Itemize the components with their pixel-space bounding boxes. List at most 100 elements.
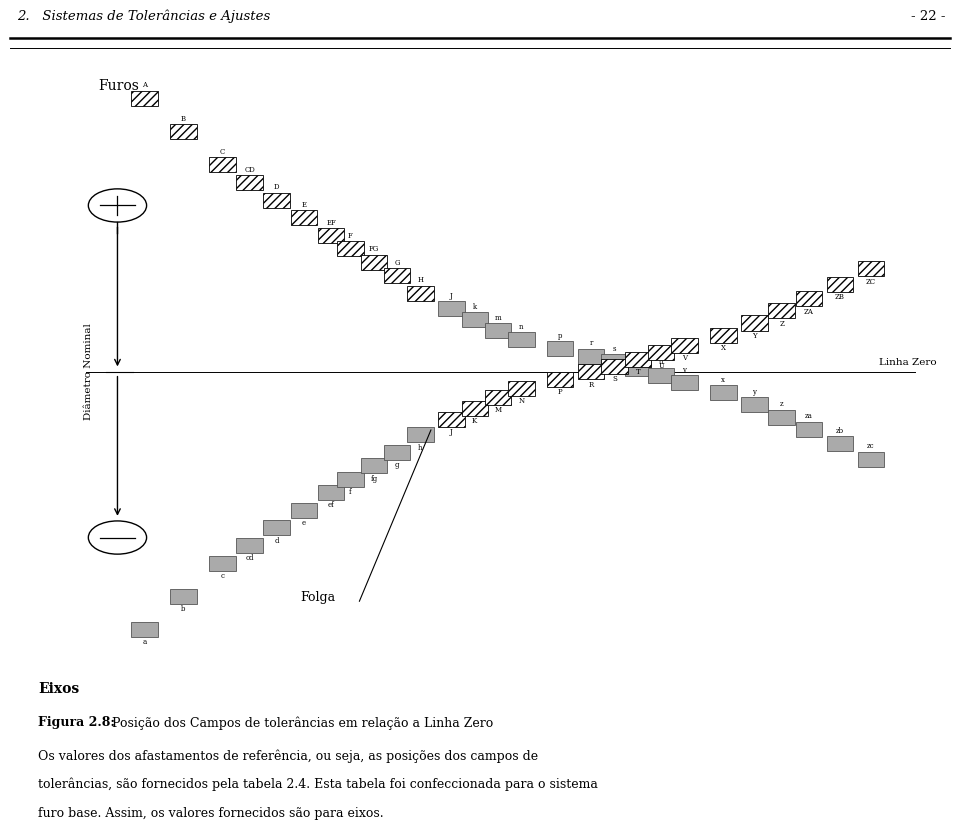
Bar (625, 361, 651, 376)
Bar (462, 401, 488, 415)
Text: fg: fg (371, 475, 377, 483)
Bar (384, 268, 410, 283)
Text: Folga: Folga (300, 591, 335, 604)
Bar (578, 365, 605, 379)
Bar (407, 427, 434, 443)
Bar (263, 521, 290, 535)
Text: u: u (659, 358, 663, 366)
Bar (827, 436, 853, 452)
Bar (768, 410, 795, 424)
Bar (741, 315, 768, 331)
Text: Furos: Furos (98, 80, 139, 94)
Bar (361, 458, 387, 474)
Text: c: c (221, 572, 225, 580)
Text: T: T (636, 369, 640, 376)
Text: F: F (348, 232, 353, 240)
Bar (291, 502, 317, 517)
Text: x: x (721, 376, 726, 384)
Bar (485, 390, 512, 405)
Bar (671, 375, 698, 390)
Bar (337, 471, 364, 487)
Text: ZB: ZB (835, 293, 845, 301)
Text: furo base. Assim, os valores fornecidos são para eixos.: furo base. Assim, os valores fornecidos … (38, 806, 384, 819)
Text: cd: cd (245, 554, 253, 562)
Text: V: V (682, 354, 687, 362)
Text: Z: Z (780, 319, 784, 328)
Text: n: n (519, 323, 523, 331)
Text: e: e (301, 519, 306, 527)
Text: ZA: ZA (804, 308, 814, 315)
Bar (671, 337, 698, 353)
Text: m: m (494, 314, 501, 322)
Text: H: H (418, 277, 423, 284)
Text: k: k (472, 303, 477, 311)
Text: CD: CD (244, 166, 255, 173)
Text: y: y (753, 388, 756, 396)
Text: p: p (558, 332, 563, 340)
Text: Posição dos Campos de tolerâncias em relação a Linha Zero: Posição dos Campos de tolerâncias em rel… (108, 716, 492, 730)
Bar (741, 397, 768, 412)
Bar (337, 241, 364, 256)
Bar (485, 323, 512, 338)
Bar (318, 228, 345, 243)
Text: Figura 2.8:: Figura 2.8: (38, 716, 115, 729)
Bar (857, 261, 884, 277)
Text: za: za (804, 412, 813, 420)
Text: B: B (181, 115, 186, 122)
Bar (648, 368, 674, 383)
Bar (439, 301, 465, 316)
Bar (710, 328, 736, 342)
Bar (547, 341, 573, 356)
Bar (827, 277, 853, 291)
Text: zc: zc (867, 443, 875, 450)
Text: tolerâncias, são fornecidos pela tabela 2.4. Esta tabela foi confeccionada para : tolerâncias, são fornecidos pela tabela … (38, 778, 598, 791)
Bar (508, 333, 535, 347)
Text: a: a (142, 639, 147, 646)
Bar (601, 354, 628, 369)
Bar (625, 352, 651, 367)
Text: Y: Y (752, 332, 756, 340)
Bar (857, 452, 884, 466)
Bar (318, 485, 345, 500)
Text: C: C (220, 148, 225, 156)
Text: b: b (181, 605, 185, 613)
Text: D: D (274, 183, 279, 191)
Bar (236, 538, 263, 553)
Bar (407, 286, 434, 300)
Text: z: z (780, 401, 783, 408)
Bar (291, 210, 317, 226)
Text: 2.   Sistemas de Tolerâncias e Ajustes: 2. Sistemas de Tolerâncias e Ajustes (17, 10, 271, 23)
Bar (263, 193, 290, 208)
Bar (132, 91, 157, 106)
Text: - 22 -: - 22 - (911, 10, 946, 23)
Text: R: R (588, 381, 594, 388)
Bar (361, 255, 387, 269)
Text: ef: ef (327, 502, 334, 509)
Bar (170, 589, 197, 604)
Text: g: g (395, 461, 399, 470)
Bar (796, 422, 822, 437)
Text: J: J (450, 291, 453, 300)
Bar (132, 622, 157, 637)
Text: P: P (558, 388, 563, 397)
Bar (384, 445, 410, 460)
Bar (648, 346, 674, 360)
Bar (578, 349, 605, 364)
Text: f: f (349, 488, 351, 496)
Bar (547, 372, 573, 387)
Text: N: N (518, 397, 524, 406)
Text: G: G (395, 259, 400, 267)
Text: t: t (636, 351, 639, 360)
Text: EF: EF (326, 218, 336, 227)
Text: Linha Zero: Linha Zero (879, 358, 937, 367)
Text: J: J (450, 429, 453, 436)
Bar (439, 412, 465, 427)
Text: S: S (612, 375, 617, 383)
Bar (170, 124, 197, 139)
Text: s: s (612, 345, 616, 353)
Bar (601, 359, 628, 374)
Text: h: h (419, 443, 422, 452)
Text: Eixos: Eixos (38, 681, 80, 695)
Bar (508, 381, 535, 396)
Bar (209, 157, 235, 172)
